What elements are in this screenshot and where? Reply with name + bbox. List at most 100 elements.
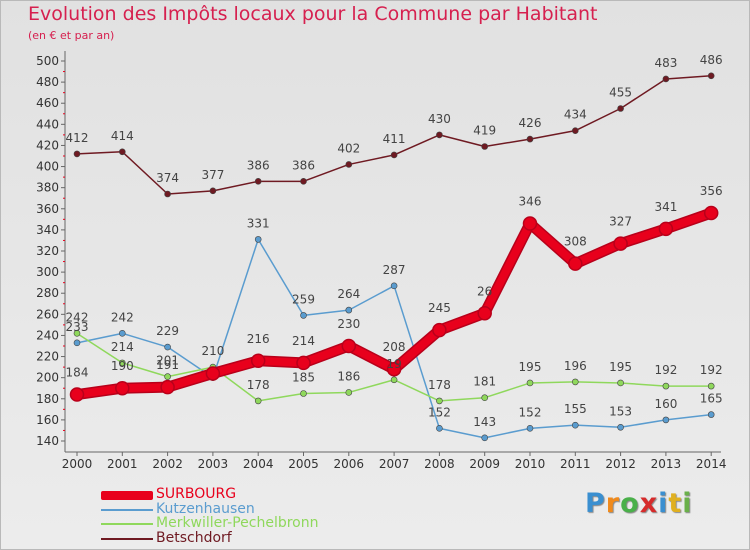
data-label: 414 [111, 129, 134, 143]
data-label: 155 [564, 402, 587, 416]
data-point [390, 376, 398, 384]
data-label: 160 [654, 397, 677, 411]
data-point [662, 75, 670, 83]
data-label: 308 [564, 235, 587, 249]
x-tick-label: 2011 [560, 457, 591, 471]
data-point [703, 205, 719, 221]
chart-subtitle: (en € et par an) [28, 29, 115, 42]
data-point [481, 394, 489, 402]
data-point [69, 387, 85, 402]
data-label: 233 [66, 320, 89, 334]
data-point [526, 135, 534, 143]
data-point [300, 390, 307, 397]
data-point [164, 190, 171, 198]
data-point [345, 389, 353, 396]
x-tick-label: 2006 [334, 457, 365, 471]
data-point [164, 373, 171, 380]
data-point [617, 379, 624, 387]
legend-label-surbourg: SURBOURG [156, 486, 237, 502]
data-label: 19 [386, 357, 401, 371]
data-point [662, 382, 670, 390]
data-point [432, 322, 447, 338]
data-point [160, 379, 175, 395]
data-label: 210 [201, 344, 224, 358]
data-label: 178 [247, 378, 270, 392]
data-point [73, 150, 81, 158]
data-label: 242 [66, 310, 89, 324]
y-tick-label: 480 [36, 75, 59, 89]
data-point [164, 343, 171, 351]
data-label: 165 [700, 392, 723, 406]
logo-letter: o [620, 488, 640, 519]
y-tick-label: 160 [36, 413, 59, 427]
y-tick-label: 240 [36, 328, 59, 342]
legend-label-kutzenhausen: Kutzenhausen [156, 500, 255, 517]
data-point [115, 380, 130, 396]
y-tick-label: 380 [36, 181, 59, 195]
x-tick-label: 2001 [107, 457, 138, 471]
data-point [481, 434, 489, 442]
x-tick-label: 2008 [424, 457, 455, 471]
data-label: 346 [519, 195, 542, 209]
data-label: 191 [156, 358, 179, 372]
data-label: 230 [337, 317, 360, 331]
data-point [209, 187, 217, 195]
data-point [119, 330, 126, 337]
data-label: 386 [292, 158, 315, 172]
data-point [662, 416, 670, 424]
legend-swatch-surbourg [101, 491, 153, 500]
logo-letter: t [668, 488, 683, 519]
data-point [250, 353, 266, 369]
data-label: 402 [337, 141, 360, 155]
y-tick-label: 360 [36, 202, 59, 216]
y-tick-label: 280 [36, 286, 59, 300]
data-label: 242 [111, 310, 134, 324]
data-label: 152 [428, 405, 451, 419]
data-point [345, 306, 353, 314]
data-point [119, 359, 126, 367]
y-tick-label: 180 [36, 392, 59, 406]
data-label: 192 [700, 363, 723, 377]
y-tick-label: 340 [36, 223, 59, 237]
logo-letter: i [658, 488, 669, 519]
proxiti-logo: Proxiti [585, 488, 693, 519]
data-label: 259 [292, 292, 315, 306]
data-label: 214 [111, 340, 134, 354]
data-label: 178 [428, 378, 451, 392]
y-tick-label: 300 [36, 265, 59, 279]
data-point [526, 425, 534, 432]
data-label: 331 [247, 216, 270, 230]
legend-label-merkwiller: Merkwiller-Pechelbronn [156, 515, 319, 531]
data-point [568, 256, 583, 271]
data-point [707, 411, 715, 418]
x-tick-label: 2009 [469, 457, 500, 471]
data-label: 201 [156, 354, 179, 368]
data-point [436, 131, 443, 139]
data-point [73, 330, 81, 337]
data-label: 245 [428, 301, 451, 315]
data-label: 455 [609, 86, 632, 100]
data-point [254, 236, 262, 243]
data-point [707, 72, 715, 80]
data-point [436, 397, 443, 405]
logo-letter: i [682, 488, 693, 519]
data-label: 196 [564, 359, 587, 373]
data-point [296, 355, 311, 371]
y-tick-label: 260 [36, 307, 59, 321]
data-point [571, 378, 579, 386]
data-point [254, 397, 262, 405]
data-label: 184 [66, 366, 89, 380]
data-label: 411 [383, 132, 406, 146]
data-label: 192 [654, 363, 677, 377]
data-point [345, 161, 353, 168]
data-label: 186 [337, 369, 360, 383]
data-label: 419 [473, 124, 496, 138]
data-label: 434 [564, 108, 587, 122]
x-tick-label: 2000 [62, 457, 93, 471]
data-point [436, 425, 443, 432]
data-point [477, 306, 492, 321]
x-tick-label: 2014 [696, 457, 727, 471]
data-label: 377 [201, 168, 224, 182]
logo-letter: r [605, 488, 621, 519]
